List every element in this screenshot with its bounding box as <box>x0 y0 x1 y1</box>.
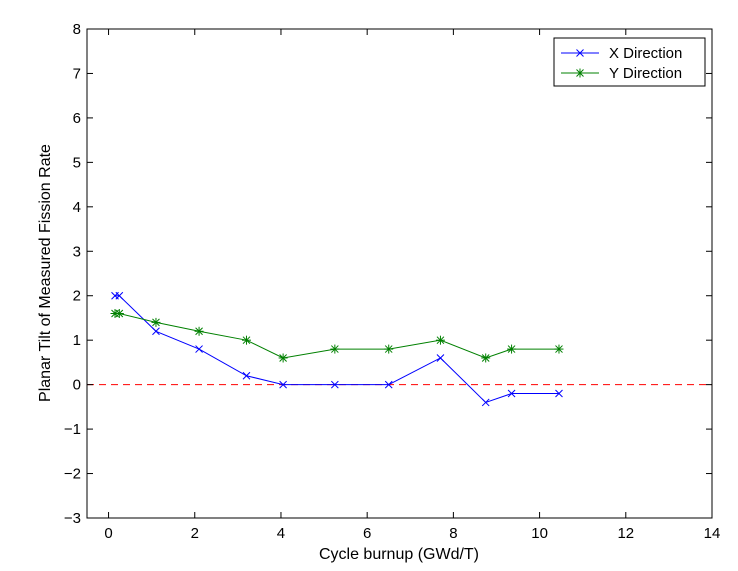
y-tick-label: −3 <box>64 510 81 527</box>
data-point-x-direction <box>152 327 160 336</box>
x-tick-label: 2 <box>191 525 199 542</box>
data-point-y-direction <box>507 344 517 354</box>
axes-frame <box>86 28 713 519</box>
y-tick-label: −1 <box>64 421 81 438</box>
legend-label-x-direction: X Direction <box>609 45 682 62</box>
plot-layer <box>87 291 712 407</box>
legend-marker-x-direction <box>576 49 584 57</box>
data-point-x-direction <box>195 345 203 353</box>
legend-marker-symbol-y-direction <box>575 68 585 78</box>
data-point-y-direction <box>151 317 161 327</box>
y-tick-label: −2 <box>64 466 81 483</box>
y-tick-label: 4 <box>73 199 81 216</box>
legend-label-y-direction: Y Direction <box>609 65 682 82</box>
x-tick-label: 0 <box>104 525 112 542</box>
series-line-x-direction <box>115 295 559 403</box>
x-tick-label: 14 <box>704 525 721 542</box>
y-tick-label: 2 <box>73 288 81 305</box>
y-tick-label: 6 <box>73 110 81 127</box>
data-point-x-direction <box>115 291 124 300</box>
x-tick-label: 10 <box>531 525 548 542</box>
data-point-x-direction <box>481 398 490 407</box>
series-line-y-direction <box>115 313 559 359</box>
data-point-y-direction <box>481 353 491 363</box>
legend-marker-y-direction <box>575 68 585 78</box>
data-point-y-direction <box>384 344 394 354</box>
data-point-y-direction <box>114 309 124 319</box>
x-tick-label: 4 <box>277 525 285 542</box>
data-point-x-direction <box>384 380 393 389</box>
x-tick-label: 6 <box>363 525 371 542</box>
y-tick-label: 0 <box>73 377 81 394</box>
y-tick-label: 5 <box>73 154 81 171</box>
y-tick-label: 7 <box>73 65 81 82</box>
data-point-x-direction <box>555 389 563 398</box>
data-point-x-direction <box>242 371 251 380</box>
y-axis-title: Planar Tilt of Measured Fission Rate <box>37 144 54 402</box>
x-tick-label: 8 <box>449 525 457 542</box>
y-tick-label: 1 <box>73 332 81 349</box>
data-point-x-direction <box>436 354 445 362</box>
axes-frame-layer <box>86 28 713 519</box>
data-point-x-direction <box>279 380 287 389</box>
data-point-x-direction <box>330 380 339 389</box>
data-point-y-direction <box>554 344 564 354</box>
data-point-y-direction <box>435 335 445 345</box>
y-tick-label: 8 <box>73 21 81 38</box>
y-tick-label: 3 <box>73 243 81 260</box>
x-axis-title: Cycle burnup (GWd/T) <box>319 546 479 563</box>
legend-box <box>553 37 706 87</box>
data-point-x-direction <box>507 389 516 398</box>
data-point-y-direction <box>194 326 204 336</box>
legend-marker-symbol-x-direction <box>576 49 584 57</box>
legend: X Direction Y Direction <box>553 37 706 87</box>
data-point-y-direction <box>278 353 288 363</box>
x-tick-label: 12 <box>617 525 634 542</box>
data-point-y-direction <box>330 344 340 354</box>
data-point-y-direction <box>241 335 251 345</box>
